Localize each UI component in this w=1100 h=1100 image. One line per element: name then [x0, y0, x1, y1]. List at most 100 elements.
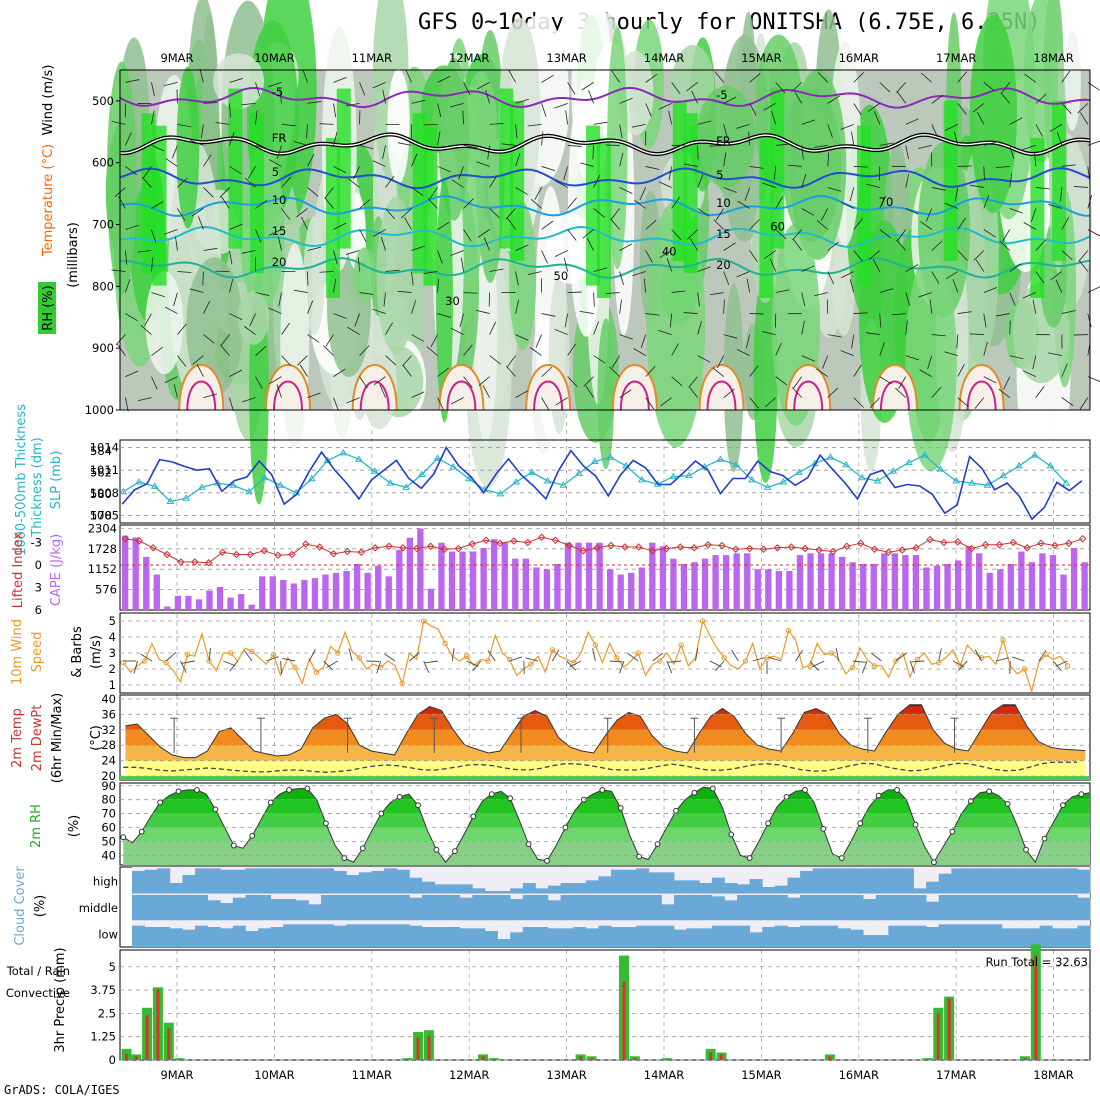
wind-barb	[221, 196, 230, 209]
cape-bar	[1028, 562, 1036, 610]
wind-point	[721, 655, 727, 661]
wind-point	[335, 650, 341, 656]
wind-barb	[773, 166, 777, 181]
li-point	[1023, 544, 1031, 552]
warm-dome	[525, 364, 572, 411]
cloud-bar	[951, 924, 965, 947]
wind-barb	[794, 91, 803, 104]
wind-barb	[945, 271, 958, 280]
wind-barb	[983, 313, 987, 328]
precip-conv-bar	[633, 1058, 637, 1060]
cloud-bar	[1014, 895, 1028, 921]
wind-barb	[276, 384, 282, 398]
wind-barb	[974, 397, 985, 409]
temp-band	[125, 745, 1086, 761]
wind-barb	[852, 660, 866, 663]
wind-barb	[849, 187, 855, 202]
axis-title: 2m DewPt	[30, 705, 45, 772]
cloud-bar	[371, 924, 385, 947]
thickness-tick-label: 580	[90, 487, 112, 501]
cloud-bar	[535, 895, 549, 921]
rh-high-column	[596, 138, 611, 298]
axis-title: (m/s)	[89, 635, 104, 669]
wind-point	[485, 658, 491, 664]
wind-barb	[244, 650, 253, 662]
wind-barb	[483, 237, 490, 251]
wind-barb	[281, 322, 290, 335]
li-point	[856, 539, 865, 547]
cloud-bar	[547, 928, 561, 947]
cloud-bar	[371, 895, 385, 921]
wind-barb	[611, 355, 620, 368]
rh-point	[451, 848, 458, 855]
precip-legend-conv: Convective	[6, 986, 70, 1000]
wind-point	[1021, 666, 1028, 672]
rh-point	[286, 787, 292, 793]
wind-barb	[276, 145, 282, 159]
cape-bar	[1081, 562, 1088, 610]
bottom-day-label: 17MAR	[936, 1068, 976, 1082]
y-tick-label: 700	[92, 218, 114, 232]
wind-barb	[333, 76, 347, 83]
cape-bar	[385, 576, 392, 610]
axis-title: 10m Wind	[10, 619, 25, 685]
wind-barb	[1073, 186, 1088, 188]
wind-barb	[1032, 299, 1037, 314]
bottom-day-label: 15MAR	[741, 1068, 781, 1082]
thickness-point	[527, 468, 536, 475]
cloud-bar	[1026, 928, 1040, 947]
wind-barb	[190, 140, 204, 146]
thickness-point	[150, 482, 159, 489]
wind-barb	[177, 208, 186, 221]
wind-barb	[658, 330, 672, 335]
li-point	[634, 543, 643, 551]
wind-barb	[307, 153, 315, 167]
cloud-bar	[787, 877, 801, 894]
rh-tick-label: 90	[101, 779, 116, 793]
rh-point	[433, 846, 440, 853]
wind-barb	[812, 660, 825, 668]
rh-point	[1060, 802, 1066, 809]
wind-barb	[198, 216, 204, 230]
cape-bar	[554, 563, 561, 610]
precip-conv-bar	[828, 1056, 832, 1060]
cloud-bar	[585, 928, 599, 947]
rh-high-column	[510, 100, 525, 261]
rh-high-column	[943, 100, 958, 261]
thickness-point	[543, 476, 552, 484]
wind-barb	[450, 397, 464, 405]
cape-tick-label: 1152	[88, 562, 117, 576]
wind-barb	[541, 166, 556, 171]
wind-barb	[1009, 208, 1024, 214]
wind-barb	[920, 72, 933, 83]
cloud-bar	[1064, 868, 1078, 894]
rh-point	[1004, 800, 1011, 807]
cape-bar	[1018, 551, 1025, 610]
li-point	[732, 545, 740, 553]
contour-label: 60	[770, 220, 785, 234]
wind-barb	[801, 145, 804, 160]
wind-barb	[268, 307, 282, 314]
wind-barb	[223, 660, 236, 667]
wind-barb	[515, 334, 529, 341]
thickness-point	[1062, 479, 1071, 486]
axis-title: (6hr Min/Max)	[50, 693, 65, 783]
cape-bar	[881, 553, 888, 610]
wind-barb	[346, 397, 360, 404]
wind-barb	[731, 649, 739, 662]
wind-point	[1000, 637, 1006, 643]
rh-patch	[353, 247, 376, 304]
wind-barb	[861, 660, 868, 674]
wind-barb	[579, 162, 594, 167]
wind-barb	[397, 290, 412, 293]
li-point	[981, 541, 990, 549]
wind-barb	[749, 166, 764, 169]
wind-barb	[1038, 649, 1047, 662]
wind-barb	[380, 237, 386, 251]
wind-barb	[466, 660, 479, 667]
wind-barb	[814, 292, 828, 297]
wind-barb	[749, 103, 757, 116]
precip-tick-label: 1.25	[90, 1030, 116, 1044]
wind-barb	[515, 153, 521, 167]
bottom-day-label: 16MAR	[839, 1068, 879, 1082]
